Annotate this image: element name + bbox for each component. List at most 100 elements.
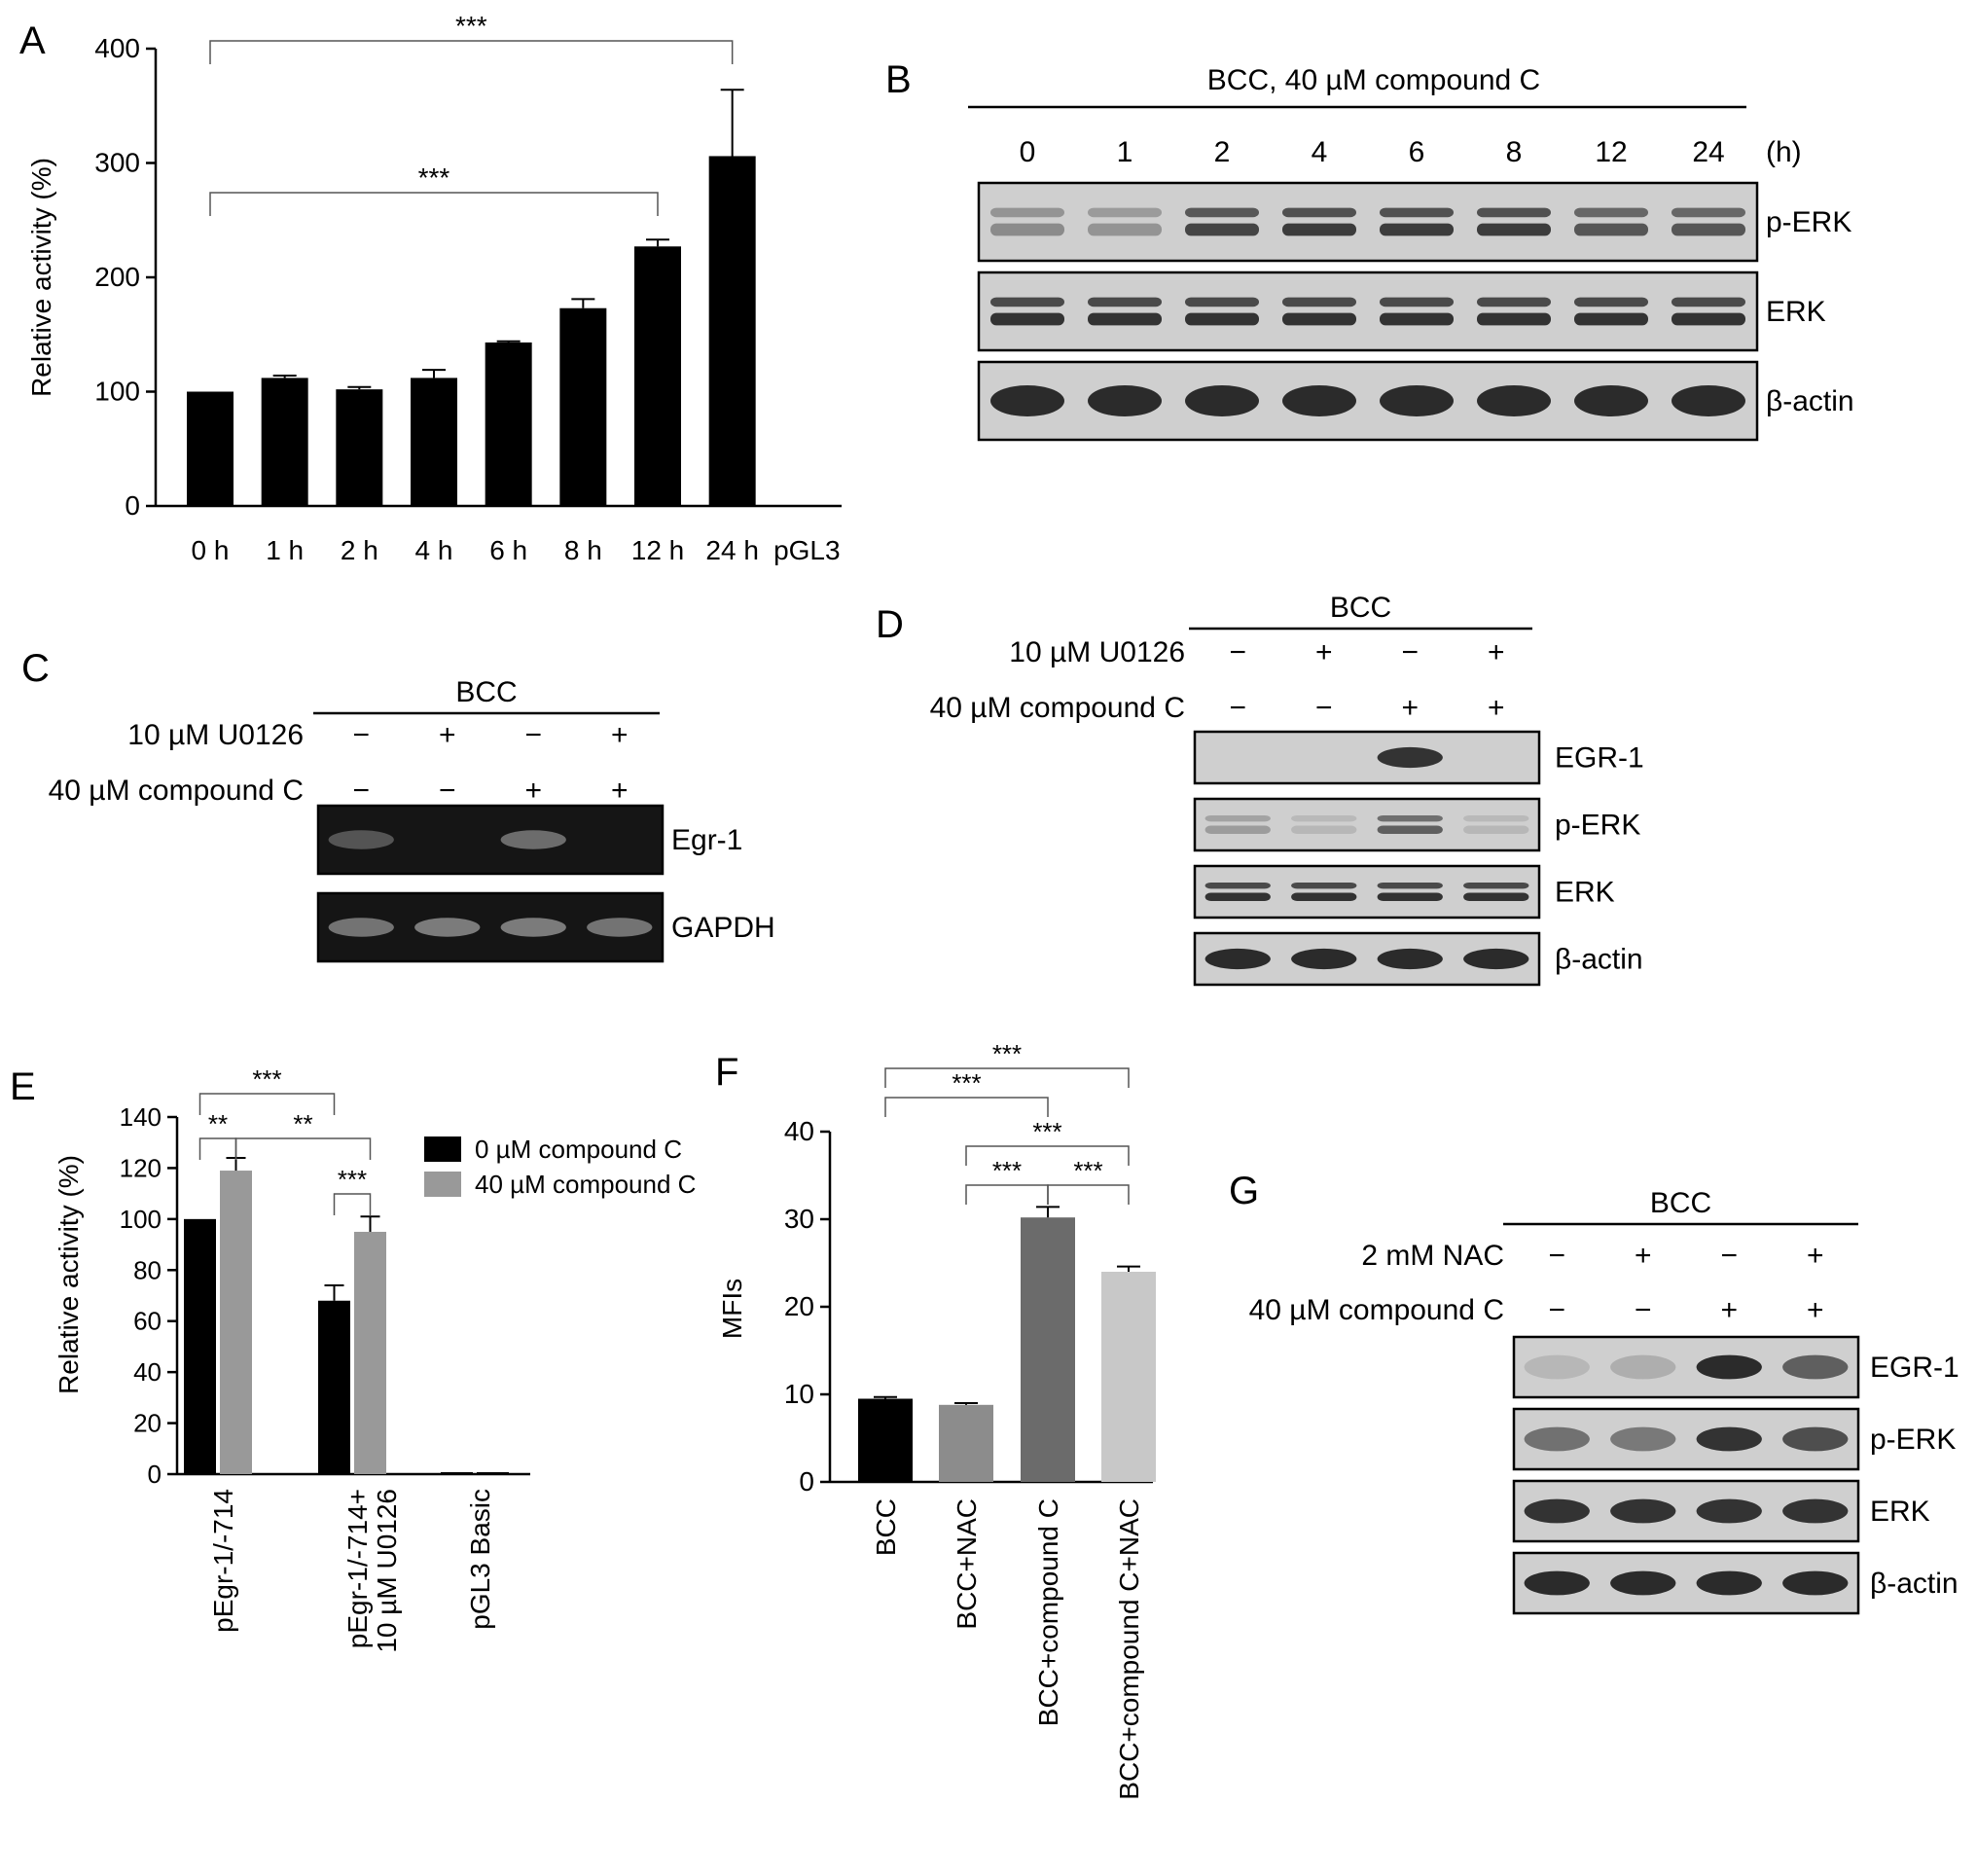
e-sig-3-bracket — [333, 1193, 372, 1215]
chart-a: 0 100 200 300 400 0 h 1 h 2 h 4 h 6 h 8 h 12 h 24 h p… — [26, 11, 842, 565]
b-band-lower-1-6 — [1574, 312, 1648, 326]
e-x-tick-label-2-0: pGL3 Basic — [465, 1489, 495, 1630]
a-x-tick-label-7: 24 h — [705, 535, 759, 565]
e-sig-1-label: ** — [208, 1109, 228, 1138]
e-legend-swatch-1 — [424, 1172, 461, 1197]
f-sig-4-bracket — [1047, 1184, 1130, 1205]
b-band-lower-0-6 — [1574, 223, 1648, 236]
e-sig-2-bracket — [234, 1137, 372, 1160]
b-header: BCC, 40 µM compound C — [1207, 64, 1540, 96]
e-bar-1-1 — [354, 1231, 386, 1474]
f-sig-0-label: *** — [992, 1039, 1022, 1068]
b-band-lower-0-4 — [1380, 223, 1454, 236]
g-band-1-0 — [1524, 1426, 1590, 1452]
f-x-tick-label-2: BCC+compound C — [1033, 1498, 1063, 1726]
b-band-lower-0-0 — [990, 223, 1064, 236]
f-sig-2-label: *** — [1032, 1117, 1061, 1146]
d-band-0-2 — [1377, 746, 1443, 769]
b-band-2-4 — [1380, 385, 1454, 416]
b-band-upper-1-5 — [1477, 297, 1551, 307]
f-y-axis-title: MFIs — [717, 1279, 747, 1339]
d-sign-1-1: + — [1315, 636, 1333, 668]
c-strip-0 — [316, 804, 665, 876]
a-x-tick-label-5: 8 h — [564, 535, 602, 565]
d-band-3-0 — [1204, 948, 1271, 970]
g-band-3-2 — [1696, 1570, 1762, 1596]
f-sig-1-label: *** — [952, 1068, 981, 1098]
b-band-upper-0-0 — [990, 207, 1064, 218]
e-bar-1-0 — [318, 1300, 350, 1474]
g-band-0-1 — [1610, 1354, 1676, 1380]
panel-label-g: G — [1229, 1170, 1259, 1212]
c-band-0-2 — [500, 830, 566, 849]
a-y-tick-label-0: 0 — [125, 490, 140, 521]
b-band-upper-1-7 — [1671, 297, 1745, 307]
e-y-tick-label-3: 60 — [133, 1307, 162, 1336]
d-condition-label-1: 10 µM U0126 — [1009, 636, 1185, 668]
f-sig-1-bracket — [884, 1097, 1049, 1117]
e-y-tick-label-1: 20 — [133, 1409, 162, 1438]
c-sign-1-0: − — [352, 719, 370, 751]
d-band-3-2 — [1377, 948, 1443, 970]
d-condition-label-2: 40 µM compound C — [930, 692, 1185, 724]
b-row-label-0: p-ERK — [1766, 206, 1851, 238]
b-time-label-6: 12 — [1595, 136, 1627, 168]
d-sign-2-1: − — [1315, 692, 1333, 724]
g-row-label-2: ERK — [1870, 1496, 1930, 1528]
b-band-upper-0-2 — [1185, 207, 1259, 218]
a-y-tick-label-2: 200 — [94, 262, 140, 292]
d-band-3-1 — [1291, 948, 1357, 970]
a-y-axis-title: Relative activity (%) — [26, 158, 56, 397]
d-band-lower-2-3 — [1463, 892, 1529, 902]
e-legend-label-1: 40 µM compound C — [475, 1170, 696, 1199]
g-band-2-0 — [1524, 1498, 1590, 1524]
g-band-3-1 — [1610, 1570, 1676, 1596]
b-time-label-7: 24 — [1692, 136, 1724, 168]
g-row-label-3: β-actin — [1870, 1568, 1959, 1600]
c-row-label-0: Egr-1 — [671, 824, 742, 856]
b-time-label-3: 4 — [1312, 136, 1328, 168]
g-sign-2-3: + — [1807, 1294, 1824, 1326]
b-band-lower-1-0 — [990, 312, 1064, 326]
b-row-label-1: ERK — [1766, 296, 1826, 328]
a-x-tick-label-1: 1 h — [266, 535, 304, 565]
g-sign-2-2: + — [1720, 1294, 1738, 1326]
d-band-upper-1-3 — [1463, 814, 1529, 822]
d-band-lower-1-1 — [1291, 825, 1357, 835]
f-y-tick-label-0: 0 — [799, 1466, 814, 1497]
g-sign-1-1: + — [1635, 1240, 1652, 1272]
a-sig-0-bracket — [209, 40, 734, 64]
c-sign-2-1: − — [439, 775, 456, 807]
f-y-tick-label-2: 20 — [784, 1291, 814, 1321]
d-band-lower-1-2 — [1377, 825, 1443, 835]
d-band-upper-1-2 — [1377, 814, 1443, 822]
e-sig-1-bracket — [198, 1137, 237, 1160]
a-y-tick-label-3: 300 — [94, 148, 140, 178]
d-strip-0 — [1193, 730, 1541, 785]
d-band-lower-1-0 — [1204, 825, 1271, 835]
d-band-upper-1-0 — [1204, 814, 1271, 822]
c-sign-2-0: − — [352, 775, 370, 807]
c-sign-2-2: + — [524, 775, 542, 807]
b-band-upper-0-1 — [1088, 207, 1162, 218]
d-band-upper-2-0 — [1204, 882, 1271, 889]
b-time-label-5: 8 — [1506, 136, 1523, 168]
c-sign-2-3: + — [611, 775, 629, 807]
b-band-lower-1-1 — [1088, 312, 1162, 326]
a-sig-0-label: *** — [455, 11, 487, 41]
g-band-1-3 — [1782, 1426, 1849, 1452]
c-condition-label-2: 40 µM compound C — [49, 775, 304, 807]
g-header: BCC — [1650, 1187, 1711, 1219]
e-y-tick-label-7: 140 — [120, 1102, 162, 1132]
a-x-tick-label-0: 0 h — [192, 535, 230, 565]
chart-f: 0 10 20 30 40 BCC BCC+NAC BCC+compound C BCC+com… — [717, 1039, 1156, 1800]
g-condition-label-2: 40 µM compound C — [1249, 1294, 1504, 1326]
g-sign-2-0: − — [1548, 1294, 1565, 1326]
b-band-lower-0-1 — [1088, 223, 1162, 236]
panel-label-b: B — [885, 58, 912, 101]
d-strip-2 — [1193, 864, 1541, 920]
f-bar-0 — [858, 1398, 913, 1482]
panel-label-e: E — [10, 1065, 36, 1108]
b-time-label-1: 1 — [1117, 136, 1133, 168]
f-sig-3-bracket — [965, 1184, 1049, 1205]
